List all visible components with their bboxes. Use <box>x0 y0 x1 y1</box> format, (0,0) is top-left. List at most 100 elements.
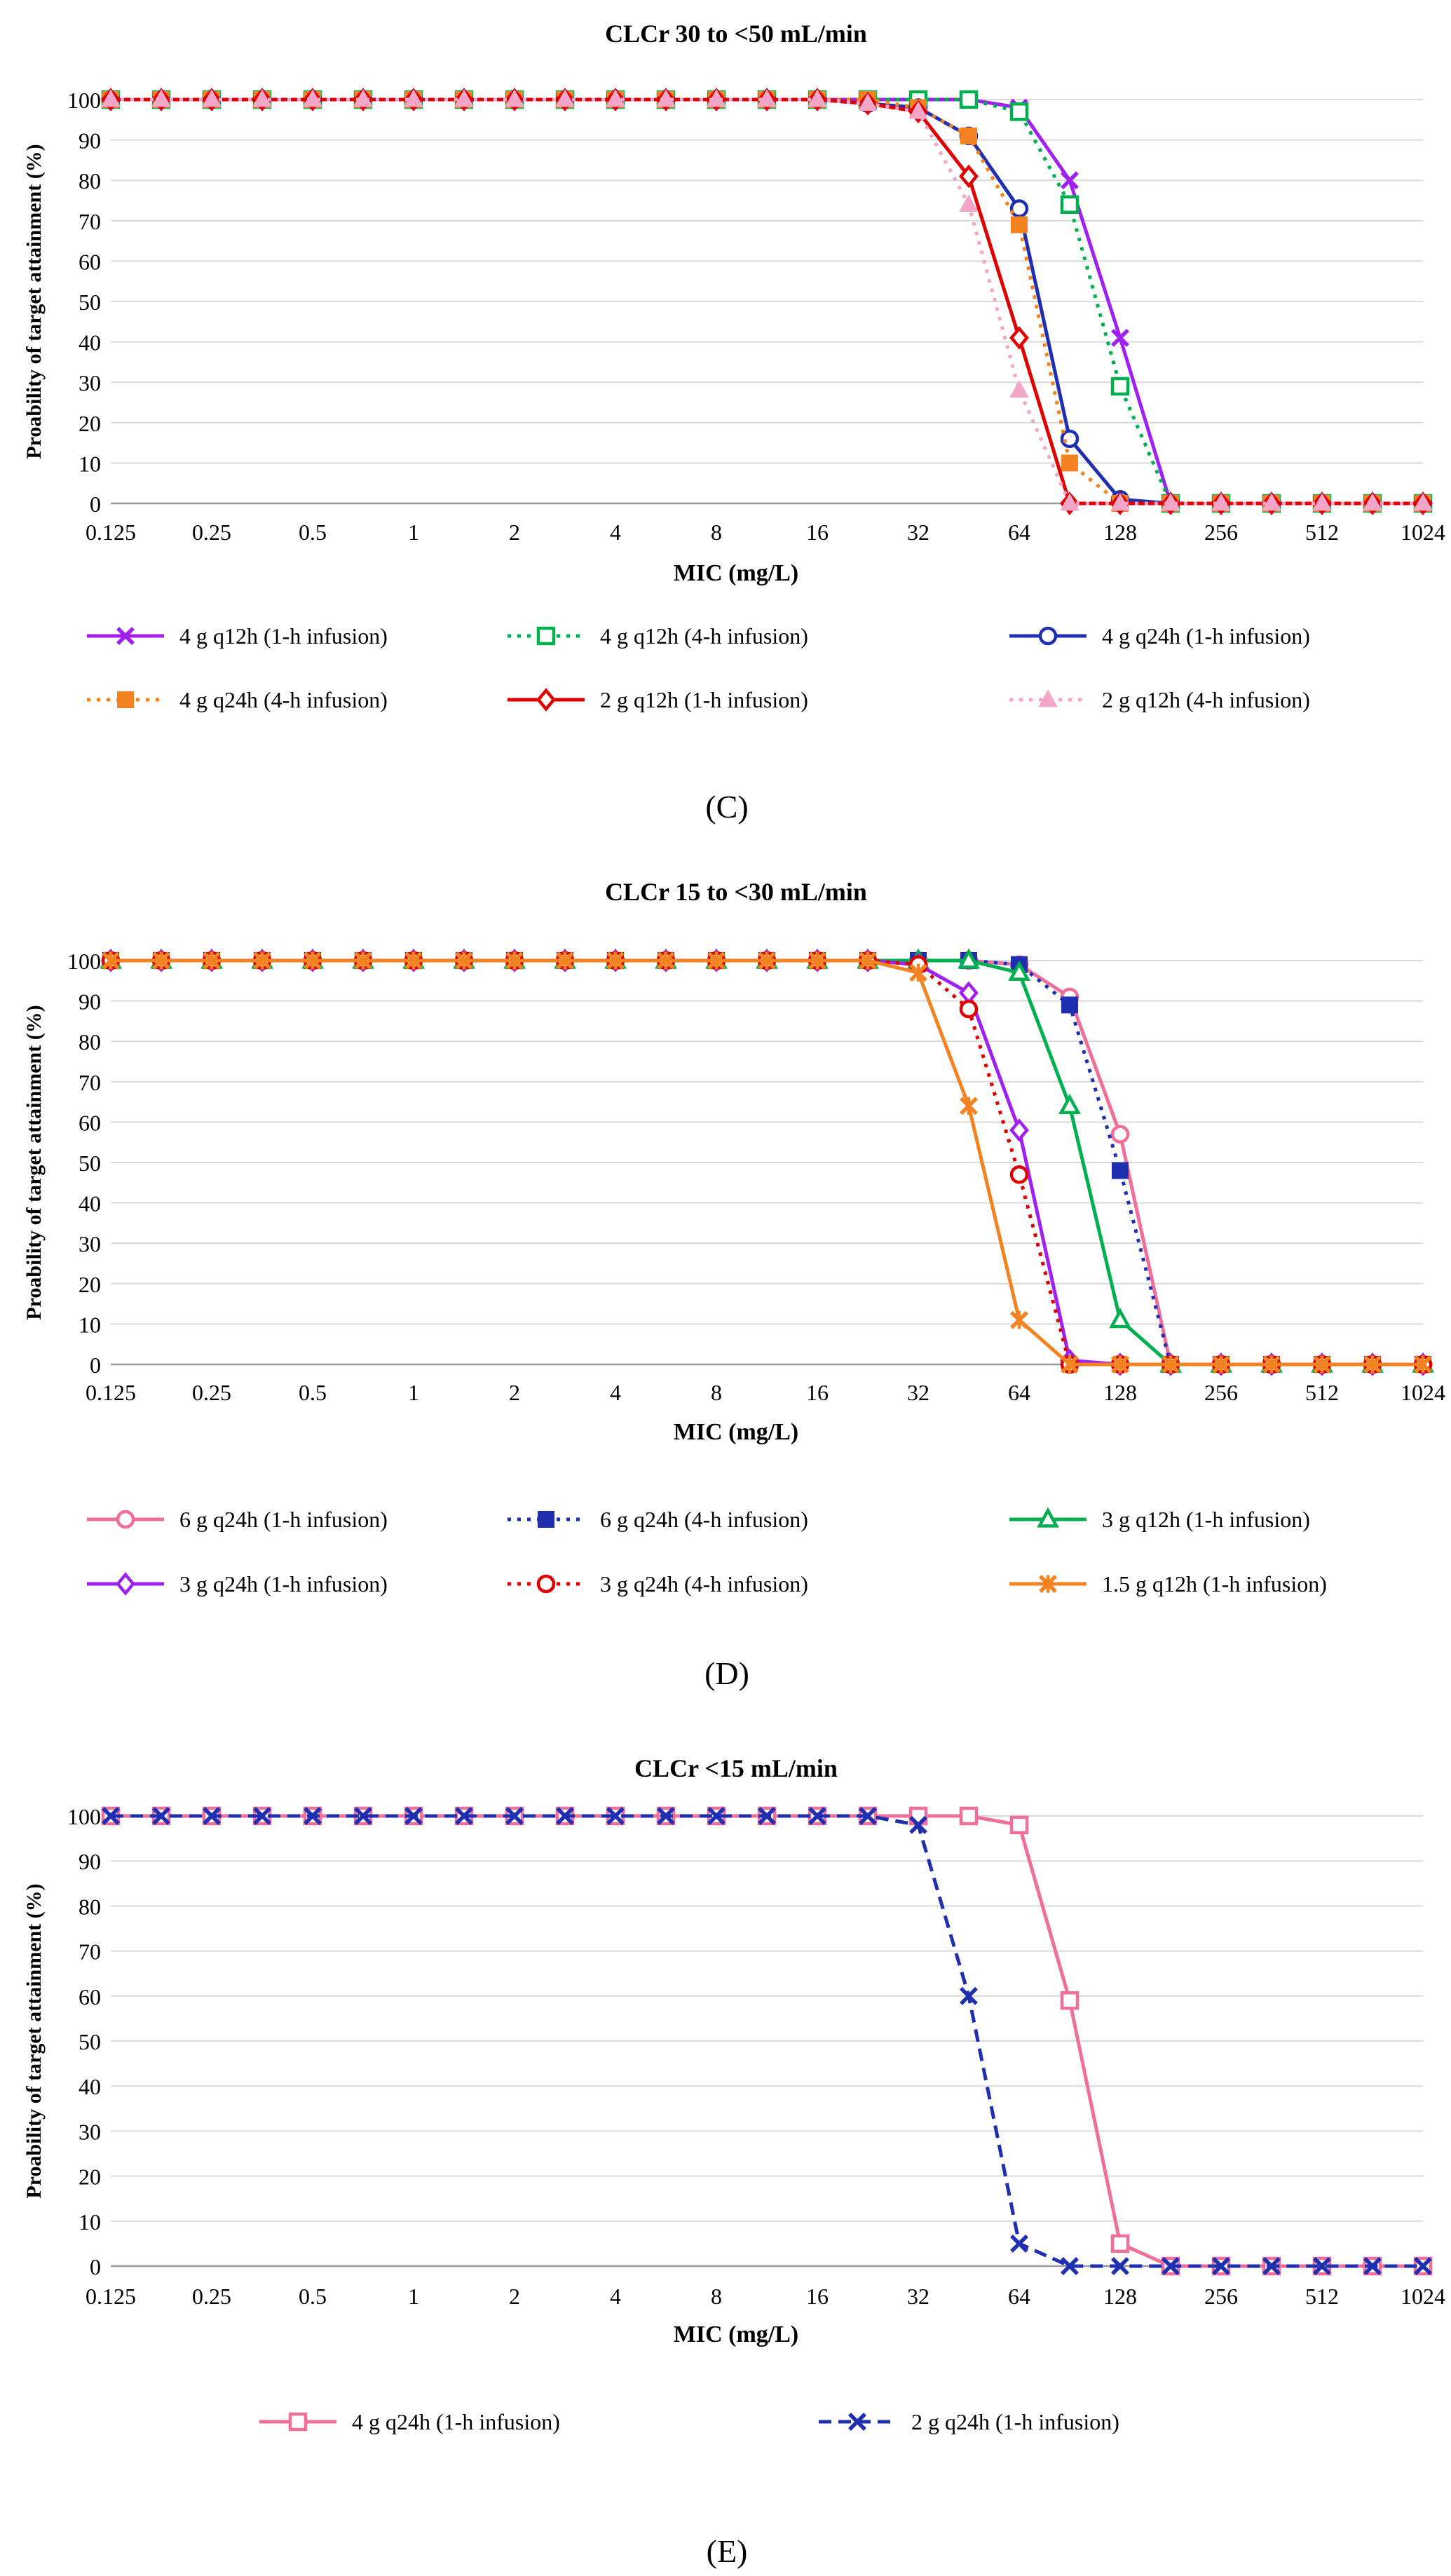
legend-label: 4 g q12h (1-h infusion) <box>179 623 388 649</box>
series-1-5-g-q12h-1-h-infusion- <box>102 951 1432 1374</box>
chart-title: CLCr <15 mL/min <box>634 1754 838 1782</box>
data-point <box>959 164 979 189</box>
data-point <box>202 89 222 107</box>
legend-label: 3 g q24h (4-h infusion) <box>600 1571 808 1597</box>
data-point <box>1414 1355 1432 1374</box>
data-point <box>354 1807 372 1825</box>
data-point <box>606 951 625 970</box>
y-tick-label: 80 <box>79 168 101 194</box>
legend-swatch-marker <box>1037 1507 1059 1528</box>
x-tick-label: 512 <box>1305 1380 1339 1405</box>
data-point <box>1110 377 1130 396</box>
legend-item: 4 g q12h (1-h infusion) <box>87 623 388 649</box>
y-tick-label: 90 <box>79 128 101 154</box>
legend-swatch-marker <box>116 1572 135 1596</box>
y-tick-label: 60 <box>79 1110 101 1135</box>
data-point <box>404 951 423 970</box>
data-point <box>606 1807 625 1825</box>
legend-swatch-marker <box>1038 689 1058 707</box>
legend-label: 6 g q24h (1-h infusion) <box>179 1507 388 1532</box>
x-tick-label: 8 <box>711 1380 722 1405</box>
data-point <box>1161 493 1180 511</box>
data-point <box>556 1807 574 1825</box>
x-tick-label: 512 <box>1305 520 1339 545</box>
data-point <box>1110 2234 1130 2253</box>
y-axis-title: Proability of target attainment (%) <box>22 1883 46 2198</box>
legend-item: 4 g q24h (4-h infusion) <box>87 687 388 712</box>
data-point <box>102 1807 120 1825</box>
data-point <box>203 951 221 970</box>
legend-swatch-marker <box>1038 626 1058 646</box>
y-tick-label: 20 <box>79 411 101 436</box>
legend: 4 g q12h (1-h infusion) 4 g q12h (4-h inf… <box>87 623 1310 712</box>
panel-label: (E) <box>707 2533 748 2569</box>
data-point <box>151 89 171 107</box>
legend-label: 4 g q12h (4-h infusion) <box>600 623 808 649</box>
data-point <box>303 89 322 107</box>
data-point <box>1009 379 1029 398</box>
y-tick-label: 100 <box>67 949 101 974</box>
x-axis: 0.125 0.25 0.5 1 2 4 8 16 32 64 128 256 512 1024 <box>86 520 1445 545</box>
x-tick-label: 2 <box>509 520 520 545</box>
legend-item: 3 g q12h (1-h infusion) <box>1009 1507 1310 1532</box>
data-point <box>959 999 979 1019</box>
x-axis-title: MIC (mg/L) <box>674 560 798 586</box>
y-tick-label: 0 <box>90 1353 101 1378</box>
data-point <box>1061 454 1079 472</box>
legend-label: 2 g q12h (1-h infusion) <box>600 687 808 712</box>
data-point <box>1011 216 1028 233</box>
legend-swatch-marker <box>117 691 134 708</box>
data-point <box>1313 2257 1331 2275</box>
data-point <box>656 89 676 107</box>
legend-swatch-marker <box>288 2412 308 2432</box>
data-point <box>1060 493 1079 511</box>
y-axis-title: Proability of target attainment (%) <box>22 1005 46 1320</box>
y-tick-label: 50 <box>79 290 101 315</box>
series-3-g-q12h-1-h-infusion- <box>100 948 1434 1373</box>
data-point <box>1061 1355 1079 1374</box>
legend-item: 2 g q12h (1-h infusion) <box>507 687 808 712</box>
data-point <box>859 1807 877 1825</box>
y-tick-label: 40 <box>79 1191 101 1216</box>
x-tick-label: 16 <box>806 520 829 545</box>
data-point <box>1009 1815 1029 1835</box>
data-point <box>454 89 474 107</box>
y-tick-label: 100 <box>67 1804 101 1829</box>
data-point <box>1060 195 1079 215</box>
data-point <box>1009 1165 1029 1184</box>
x-tick-label: 128 <box>1103 1380 1137 1405</box>
data-point <box>304 1807 322 1825</box>
data-point <box>505 1807 524 1825</box>
data-point <box>909 963 927 982</box>
data-point <box>505 951 524 970</box>
data-point <box>1060 429 1079 449</box>
legend-label: 1.5 g q12h (1-h infusion) <box>1102 1571 1327 1597</box>
y-tick-label: 70 <box>79 1070 101 1095</box>
x-tick-label: 4 <box>610 2284 621 2309</box>
y-tick-label: 20 <box>79 1272 101 1297</box>
chart-panel-d: CLCr 15 to <30 mL/min 0 10 20 30 40 50 60 70 80 90… <box>22 878 1445 1691</box>
data-point <box>252 89 272 107</box>
legend-item: 3 g q24h (1-h infusion) <box>87 1571 388 1597</box>
legend-item: 1.5 g q12h (1-h infusion) <box>1009 1571 1327 1597</box>
data-point <box>455 1807 473 1825</box>
legend-swatch-marker <box>848 2413 866 2431</box>
x-tick-label: 0.5 <box>299 520 327 545</box>
y-axis-title: Proability of target attainment (%) <box>22 144 46 459</box>
data-point <box>1110 1125 1130 1144</box>
data-point <box>152 1807 170 1825</box>
x-tick-label: 1024 <box>1401 520 1445 545</box>
data-point <box>1111 2257 1129 2275</box>
data-point <box>1058 1094 1081 1114</box>
data-point <box>1262 1355 1281 1374</box>
data-point <box>1109 1308 1131 1329</box>
data-point <box>1061 2257 1079 2275</box>
data-point <box>758 951 776 970</box>
y-tick-label: 70 <box>79 1939 101 1965</box>
data-point <box>556 951 574 970</box>
y-tick-label: 60 <box>79 249 101 274</box>
data-point <box>1312 493 1332 511</box>
y-tick-label: 40 <box>79 330 101 355</box>
legend-item: 4 g q12h (4-h infusion) <box>507 623 808 649</box>
legend-label: 6 g q24h (4-h infusion) <box>600 1507 808 1532</box>
